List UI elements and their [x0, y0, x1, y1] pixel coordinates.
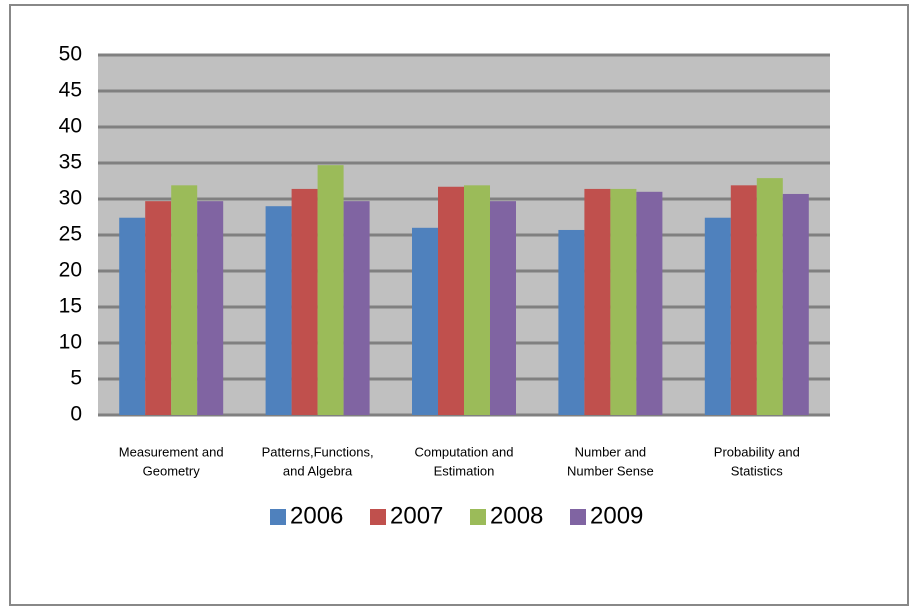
y-tick-label: 50	[59, 43, 82, 66]
legend-label: 2006	[290, 502, 343, 529]
x-tick-label: Estimation	[434, 463, 495, 478]
bar	[145, 201, 172, 415]
bar	[317, 165, 344, 415]
y-tick-label: 10	[59, 331, 82, 354]
y-tick-label: 5	[70, 367, 82, 390]
bar	[265, 206, 292, 415]
x-tick-label: Number and	[575, 444, 647, 459]
x-tick-label: and Algebra	[283, 463, 353, 478]
bar	[610, 188, 637, 415]
y-tick-label: 20	[59, 259, 82, 282]
bar	[704, 217, 731, 415]
y-tick-label: 45	[59, 79, 82, 102]
x-tick-label: Geometry	[143, 463, 201, 478]
legend-label: 2009	[590, 502, 643, 529]
y-tick-label: 35	[59, 151, 82, 174]
bar	[558, 229, 585, 415]
y-tick-label: 30	[59, 187, 82, 210]
x-tick-label: Patterns,Functions,	[262, 444, 374, 459]
x-tick-label: Computation and	[414, 444, 513, 459]
legend-swatch	[270, 509, 286, 525]
bar	[636, 191, 663, 415]
bar	[730, 185, 757, 415]
legend-swatch	[570, 509, 586, 525]
x-tick-label: Number Sense	[567, 463, 654, 478]
x-tick-label: Measurement and	[119, 444, 224, 459]
bar	[171, 185, 198, 415]
legend-label: 2007	[390, 502, 443, 529]
bar	[782, 193, 809, 415]
legend-label: 2008	[490, 502, 543, 529]
bar	[464, 185, 490, 415]
bar	[584, 188, 611, 415]
bar	[197, 201, 224, 415]
bar	[412, 227, 438, 415]
bar	[343, 201, 370, 415]
x-tick-label: Probability and	[714, 444, 800, 459]
y-tick-label: 0	[70, 403, 82, 426]
bar	[756, 178, 783, 415]
legend-swatch	[370, 509, 386, 525]
y-tick-label: 40	[59, 115, 82, 138]
x-tick-label: Statistics	[731, 463, 784, 478]
bar	[291, 188, 318, 415]
bar	[490, 201, 516, 415]
bar	[119, 217, 146, 415]
bar	[438, 186, 464, 415]
y-tick-label: 25	[59, 223, 82, 246]
y-tick-label: 15	[59, 295, 82, 318]
legend-swatch	[470, 509, 486, 525]
